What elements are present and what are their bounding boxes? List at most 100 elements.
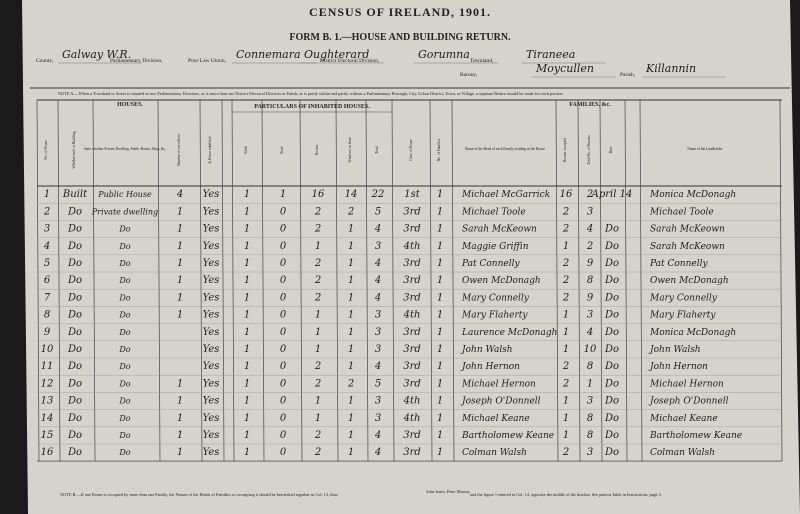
cell: 4th — [403, 241, 421, 252]
cell: 4th — [403, 396, 421, 407]
cell: 15 — [41, 430, 54, 441]
cell: Yes — [203, 189, 220, 200]
cell: Do — [118, 276, 130, 285]
column-rule — [624, 99, 628, 462]
cell: 1 — [177, 396, 183, 407]
cell: 0 — [280, 344, 287, 355]
cell: 3rd — [403, 292, 421, 303]
cell: 2 — [314, 258, 321, 269]
cell: 3rd — [403, 430, 421, 441]
cell: 1 — [244, 292, 250, 303]
cell: 1 — [437, 275, 443, 286]
cell: 4 — [586, 224, 593, 235]
cell: 1 — [177, 275, 183, 286]
cell: 3 — [587, 396, 593, 407]
field-value: Oughterard — [304, 48, 369, 61]
cell: Pat Connelly — [461, 259, 520, 269]
cell: 3 — [375, 241, 381, 252]
cell: 1 — [177, 241, 183, 252]
cell: 3 — [587, 447, 593, 458]
cell: 1 — [244, 189, 250, 200]
cell: 2 — [314, 361, 321, 372]
cell: 1 — [348, 310, 354, 321]
cell: 9 — [44, 327, 51, 338]
cell: 1 — [244, 241, 250, 252]
cell: 4 — [586, 327, 593, 338]
cell: Do — [67, 327, 82, 338]
cell: 1 — [315, 327, 321, 338]
column-heading: State whether Private Dwelling, Public H… — [84, 147, 166, 152]
column-rule — [779, 99, 783, 462]
cell: Laurence McDonagh — [461, 328, 557, 338]
column-heading: Number of out-offices — [177, 133, 181, 166]
cell: 1 — [244, 378, 250, 389]
cell: Yes — [203, 430, 220, 441]
cell: 0 — [280, 224, 287, 235]
cell: 0 — [280, 396, 287, 407]
column-heading: Total — [375, 146, 379, 153]
cell: 8 — [44, 310, 50, 321]
cell: 1 — [244, 447, 250, 458]
cell: 1 — [437, 310, 443, 321]
cell: 1 — [348, 258, 354, 269]
cell: 2 — [43, 206, 50, 217]
cell: 3 — [587, 310, 593, 321]
cell: 1 — [244, 206, 250, 217]
cell: 7 — [44, 292, 51, 303]
cell: Yes — [203, 241, 220, 252]
column-rule — [599, 99, 603, 462]
cell: 9 — [587, 258, 594, 269]
cell: Do — [118, 311, 130, 320]
cell: 4 — [374, 258, 381, 269]
cell: 0 — [280, 241, 287, 252]
cell: 1 — [563, 344, 569, 355]
column-heading: Name of the Head of each Family residing… — [465, 147, 546, 151]
cell: 2 — [314, 447, 321, 458]
cell: 1 — [437, 447, 443, 458]
cell: 12 — [41, 378, 54, 389]
cell: 0 — [280, 430, 287, 441]
cell: Yes — [203, 413, 220, 424]
cell: 1 — [280, 189, 286, 200]
cell: 1 — [348, 396, 354, 407]
cell: 4 — [374, 430, 381, 441]
cell: Public House — [97, 190, 152, 199]
column-rule — [261, 99, 265, 462]
cell: 0 — [280, 292, 287, 303]
cell: 1 — [563, 310, 569, 321]
cell: Bartholomew Keane — [461, 431, 554, 441]
cell: 3 — [375, 310, 381, 321]
cell: 4th — [403, 310, 421, 321]
cell: John Walsh — [648, 345, 701, 355]
column-heading: Rooms — [315, 144, 319, 155]
cell: 3rd — [403, 361, 421, 372]
column-heading: Name of the Landholder — [687, 147, 723, 151]
cell: Michael Keane — [649, 414, 718, 424]
cell: 11 — [41, 361, 54, 372]
cell: 1 — [348, 292, 354, 303]
cell: Do — [604, 241, 619, 252]
cell: 0 — [280, 310, 287, 321]
cell: 1 — [315, 241, 321, 252]
cell: 1 — [244, 224, 250, 235]
cell: Do — [118, 448, 130, 457]
cell: 0 — [280, 378, 287, 389]
cell: Yes — [203, 344, 220, 355]
cell: 1 — [563, 396, 569, 407]
cell: 1 — [348, 413, 354, 424]
cell: Sarah McKeown — [462, 225, 537, 235]
note-b: NOTE B.—If one Room is occupied by more … — [60, 492, 339, 498]
cell: Yes — [203, 396, 220, 407]
cell: 0 — [280, 361, 287, 372]
cell: Do — [604, 413, 619, 424]
cell: Do — [67, 413, 82, 424]
cell: Yes — [203, 310, 220, 321]
column-heading: Rooms occupied — [563, 138, 567, 162]
cell: 1 — [244, 344, 250, 355]
field-label: Barony, — [460, 72, 478, 78]
column-rule — [451, 99, 455, 462]
cell: Do — [604, 378, 619, 389]
cell: 3 — [375, 413, 381, 424]
cell: Yes — [203, 361, 220, 372]
